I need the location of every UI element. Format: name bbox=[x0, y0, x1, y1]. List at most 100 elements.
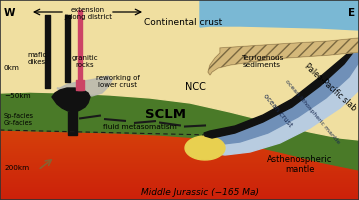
Polygon shape bbox=[200, 0, 359, 30]
Bar bbox=[0, 109, 359, 110]
Bar bbox=[0, 170, 359, 171]
Text: Middle Jurassic (−165 Ma): Middle Jurassic (−165 Ma) bbox=[141, 188, 259, 197]
Bar bbox=[0, 67, 359, 68]
Polygon shape bbox=[205, 48, 359, 155]
Bar bbox=[0, 163, 359, 164]
Text: extension: extension bbox=[71, 7, 105, 13]
Polygon shape bbox=[57, 76, 112, 96]
Bar bbox=[0, 132, 359, 133]
Bar bbox=[0, 28, 359, 29]
Bar bbox=[0, 32, 359, 33]
Bar bbox=[0, 172, 359, 173]
Text: granitic
rocks: granitic rocks bbox=[72, 55, 98, 68]
Bar bbox=[0, 90, 359, 91]
Bar bbox=[0, 61, 359, 62]
Bar bbox=[0, 73, 359, 74]
Bar bbox=[0, 125, 359, 126]
Text: Asthenospheric
mantle: Asthenospheric mantle bbox=[267, 155, 333, 174]
Bar bbox=[0, 13, 359, 14]
Text: reworking of
lower crust: reworking of lower crust bbox=[96, 75, 140, 88]
Bar bbox=[0, 16, 359, 17]
Text: ocean lithospheric mantle: ocean lithospheric mantle bbox=[284, 79, 340, 145]
Polygon shape bbox=[68, 110, 77, 135]
Bar bbox=[0, 164, 359, 165]
Text: mafic
dikes: mafic dikes bbox=[27, 52, 47, 65]
Bar bbox=[0, 123, 359, 124]
Bar bbox=[0, 93, 359, 94]
Bar bbox=[0, 195, 359, 196]
Bar bbox=[0, 40, 359, 41]
Bar bbox=[0, 147, 359, 148]
Bar bbox=[0, 33, 359, 34]
Text: SCLM: SCLM bbox=[145, 108, 186, 121]
Bar bbox=[0, 128, 359, 129]
Bar bbox=[0, 189, 359, 190]
Bar bbox=[0, 27, 359, 28]
Bar bbox=[0, 175, 359, 176]
Bar bbox=[0, 114, 359, 115]
Bar bbox=[0, 81, 359, 82]
Bar bbox=[0, 106, 359, 107]
Bar bbox=[0, 169, 359, 170]
Bar bbox=[0, 116, 359, 117]
Bar bbox=[0, 74, 359, 75]
Bar bbox=[0, 136, 359, 137]
Bar bbox=[0, 29, 359, 30]
Bar bbox=[0, 5, 359, 6]
Bar bbox=[0, 103, 359, 104]
Bar bbox=[0, 153, 359, 154]
Bar bbox=[0, 174, 359, 175]
Bar bbox=[0, 92, 359, 93]
Text: fluid metasomatism: fluid metasomatism bbox=[103, 124, 177, 130]
Bar bbox=[0, 9, 359, 10]
Bar bbox=[0, 154, 359, 155]
Text: ocean crust: ocean crust bbox=[262, 92, 293, 128]
Bar bbox=[0, 23, 359, 24]
Bar bbox=[0, 49, 359, 50]
Polygon shape bbox=[208, 38, 359, 75]
Bar bbox=[0, 140, 359, 141]
Bar bbox=[0, 0, 359, 1]
Bar bbox=[0, 192, 359, 193]
Bar bbox=[0, 137, 359, 138]
Bar bbox=[0, 46, 359, 47]
Bar bbox=[0, 177, 359, 178]
Bar bbox=[0, 54, 359, 55]
Bar bbox=[0, 62, 359, 63]
Bar bbox=[0, 6, 359, 7]
Polygon shape bbox=[52, 88, 90, 112]
Bar bbox=[0, 100, 359, 101]
Bar bbox=[0, 196, 359, 197]
Bar bbox=[0, 8, 359, 9]
Bar bbox=[0, 159, 359, 160]
Bar bbox=[0, 99, 359, 100]
Bar bbox=[0, 53, 359, 54]
Bar bbox=[0, 44, 359, 45]
Bar bbox=[0, 10, 359, 11]
Bar bbox=[0, 118, 359, 119]
Bar bbox=[0, 180, 359, 181]
Bar bbox=[0, 186, 359, 187]
Bar bbox=[0, 143, 359, 144]
Bar bbox=[0, 152, 359, 153]
Bar bbox=[0, 31, 359, 32]
Bar bbox=[0, 22, 359, 23]
Bar bbox=[0, 150, 359, 151]
Bar bbox=[0, 102, 359, 103]
Bar bbox=[0, 20, 359, 21]
Text: Continental crust: Continental crust bbox=[144, 18, 222, 27]
Bar bbox=[0, 26, 359, 27]
Bar bbox=[0, 4, 359, 5]
Bar bbox=[0, 156, 359, 157]
Bar bbox=[0, 167, 359, 168]
Bar bbox=[0, 142, 359, 143]
Text: 200km: 200km bbox=[4, 165, 29, 171]
Bar bbox=[0, 161, 359, 162]
Bar bbox=[0, 66, 359, 67]
Bar bbox=[0, 48, 359, 49]
Text: Terrigenous
sediments: Terrigenous sediments bbox=[241, 55, 283, 68]
Bar bbox=[0, 34, 359, 35]
Bar bbox=[0, 131, 359, 132]
Bar bbox=[0, 88, 359, 89]
Bar bbox=[0, 107, 359, 108]
